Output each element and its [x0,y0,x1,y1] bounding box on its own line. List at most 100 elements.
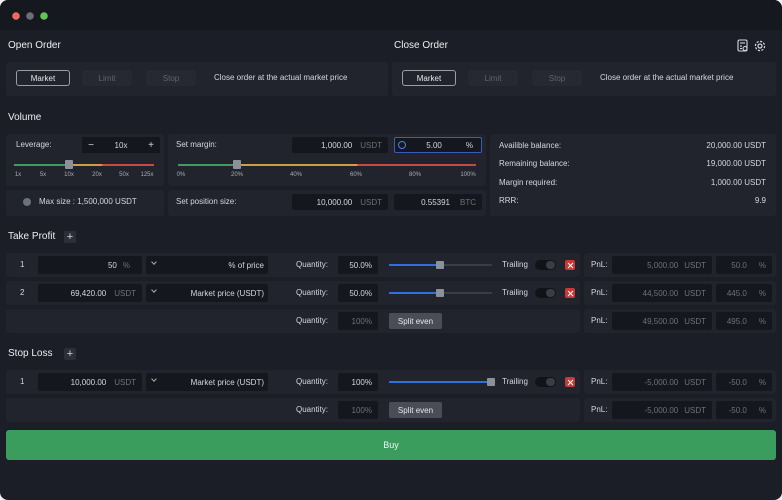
remove-button[interactable] [565,260,575,270]
minimize-dot[interactable] [26,12,34,20]
leverage-slider-handle[interactable] [65,160,73,169]
order-tab[interactable]: Market [402,70,456,86]
leverage-tick-label: 10x [64,172,74,178]
max-size-text: Max size : 1,500,000 USDT [39,197,137,206]
price-type-select[interactable]: Market price (USDT) [146,284,268,302]
chevron-icon [151,287,157,293]
pnl-percent: -50.0% [716,401,772,419]
pnl-percent-value: 445.0 [726,288,747,298]
quantity-input[interactable]: 50.0% [338,256,378,274]
order-tab-label: Market [30,73,56,83]
margin-percent: 5.00 [426,140,442,150]
price-type-select[interactable]: Market price (USDT) [146,373,268,391]
pnl-value: -5,000.00 [644,405,679,415]
add-button[interactable]: + [64,348,76,360]
trailing-toggle[interactable] [535,288,556,298]
order-tab[interactable]: Market [16,70,70,86]
order-tab[interactable]: Stop [146,70,196,86]
price-unit: USDT [114,288,136,298]
quantity-slider-handle[interactable] [436,261,444,269]
margin-slider-track[interactable] [178,164,476,166]
margin-unit: USDT [360,140,382,150]
price-type-select[interactable]: % of price [146,256,268,274]
leverage-minus-label: − [88,139,94,151]
pnl-unit: USDT [684,405,706,415]
section-title: Close Order [394,40,448,51]
trailing-toggle[interactable] [535,377,556,387]
pnl-percent-value: -50.0 [728,377,747,387]
add-button[interactable]: + [64,231,76,243]
trailing-toggle[interactable] [535,260,556,270]
quantity-input[interactable]: 100% [338,312,378,330]
position-btc-input[interactable]: 0.55391 BTC [394,194,482,210]
quantity-slider-handle[interactable] [487,378,495,386]
header-icons [737,39,766,52]
leverage-tick-label: 50x [119,172,129,178]
remove-button[interactable] [565,288,575,298]
margin-slider-handle[interactable] [233,160,241,169]
order-tab[interactable]: Stop [532,70,582,86]
calculator-icon[interactable] [737,39,748,52]
section-title: Take Profit [8,231,56,242]
buy-button-label: Buy [383,440,399,450]
max-size-panel [6,190,164,216]
quantity-slider-fill [389,292,440,294]
quantity-value: 50.0% [349,260,372,270]
summary-row-panel [6,398,580,422]
target-icon [398,141,406,149]
position-amount-input[interactable]: 10,000.00 USDT [292,194,388,210]
split-even-label: Split even [397,405,434,415]
quantity-value: 100% [351,316,372,326]
pnl-amount: -5,000.00 USDT [612,401,712,419]
settings-icon[interactable] [754,40,766,52]
margin-percent-input[interactable]: 5.00% [394,137,482,153]
price-value: 10,000.00 [70,377,107,387]
price-type: Market price (USDT) [190,377,264,387]
position-amount: 10,000.00 [316,197,353,207]
quantity-label: Quantity: [296,405,329,414]
pnl-amount: 44,500.00 USDT [612,284,712,302]
leverage-tick-label: 5x [39,172,47,178]
order-tab-label: Stop [548,73,566,83]
margin-amount-input[interactable]: 1,000.00 USDT [292,137,388,153]
buy-button[interactable]: Buy [6,430,776,460]
pnl-value: 49,500.00 [642,316,679,326]
leverage-slider-track[interactable] [14,164,154,166]
price-input[interactable]: 69,420.00 USDT [38,284,142,302]
quantity-slider-fill [389,381,491,383]
maximize-dot[interactable] [40,12,48,20]
quantity-input[interactable]: 50.0% [338,284,378,302]
add-button-label: + [66,231,74,243]
order-tab[interactable]: Limit [82,70,132,86]
split-even-button[interactable]: Split even [389,402,442,418]
section-title: Stop Loss [8,348,53,359]
window-controls [12,12,48,20]
margin-percent-unit: % [465,140,473,150]
order-tab-label: Limit [98,73,116,83]
leverage-minus[interactable]: − [82,137,100,153]
balance-label: RRR: [499,196,519,205]
quantity-input[interactable]: 100% [338,373,378,391]
remove-button[interactable] [565,377,575,387]
chevron-icon [151,259,157,265]
pnl-label: PnL: [591,260,608,269]
quantity-label: Quantity: [296,288,329,297]
title-bar [0,0,782,30]
price-input[interactable]: 10,000.00 USDT [38,373,142,391]
close-dot[interactable] [12,12,20,20]
price-input[interactable]: 50% [38,256,142,274]
pnl-percent-value: -50.0 [728,405,747,415]
price-type: % of price [228,260,264,270]
order-tab[interactable]: Limit [468,70,518,86]
pnl-percent: 50.0% [716,256,772,274]
quantity-slider-handle[interactable] [436,289,444,297]
leverage-value[interactable]: 10x [100,137,142,153]
pnl-label: PnL: [591,316,608,325]
row-index: 1 [20,260,25,269]
split-even-button[interactable]: Split even [389,313,442,329]
quantity-input[interactable]: 100% [338,401,378,419]
leverage-plus[interactable]: + [142,137,160,153]
pnl-amount: 49,500.00 USDT [612,312,712,330]
balance-value: 9.9 [754,196,766,205]
